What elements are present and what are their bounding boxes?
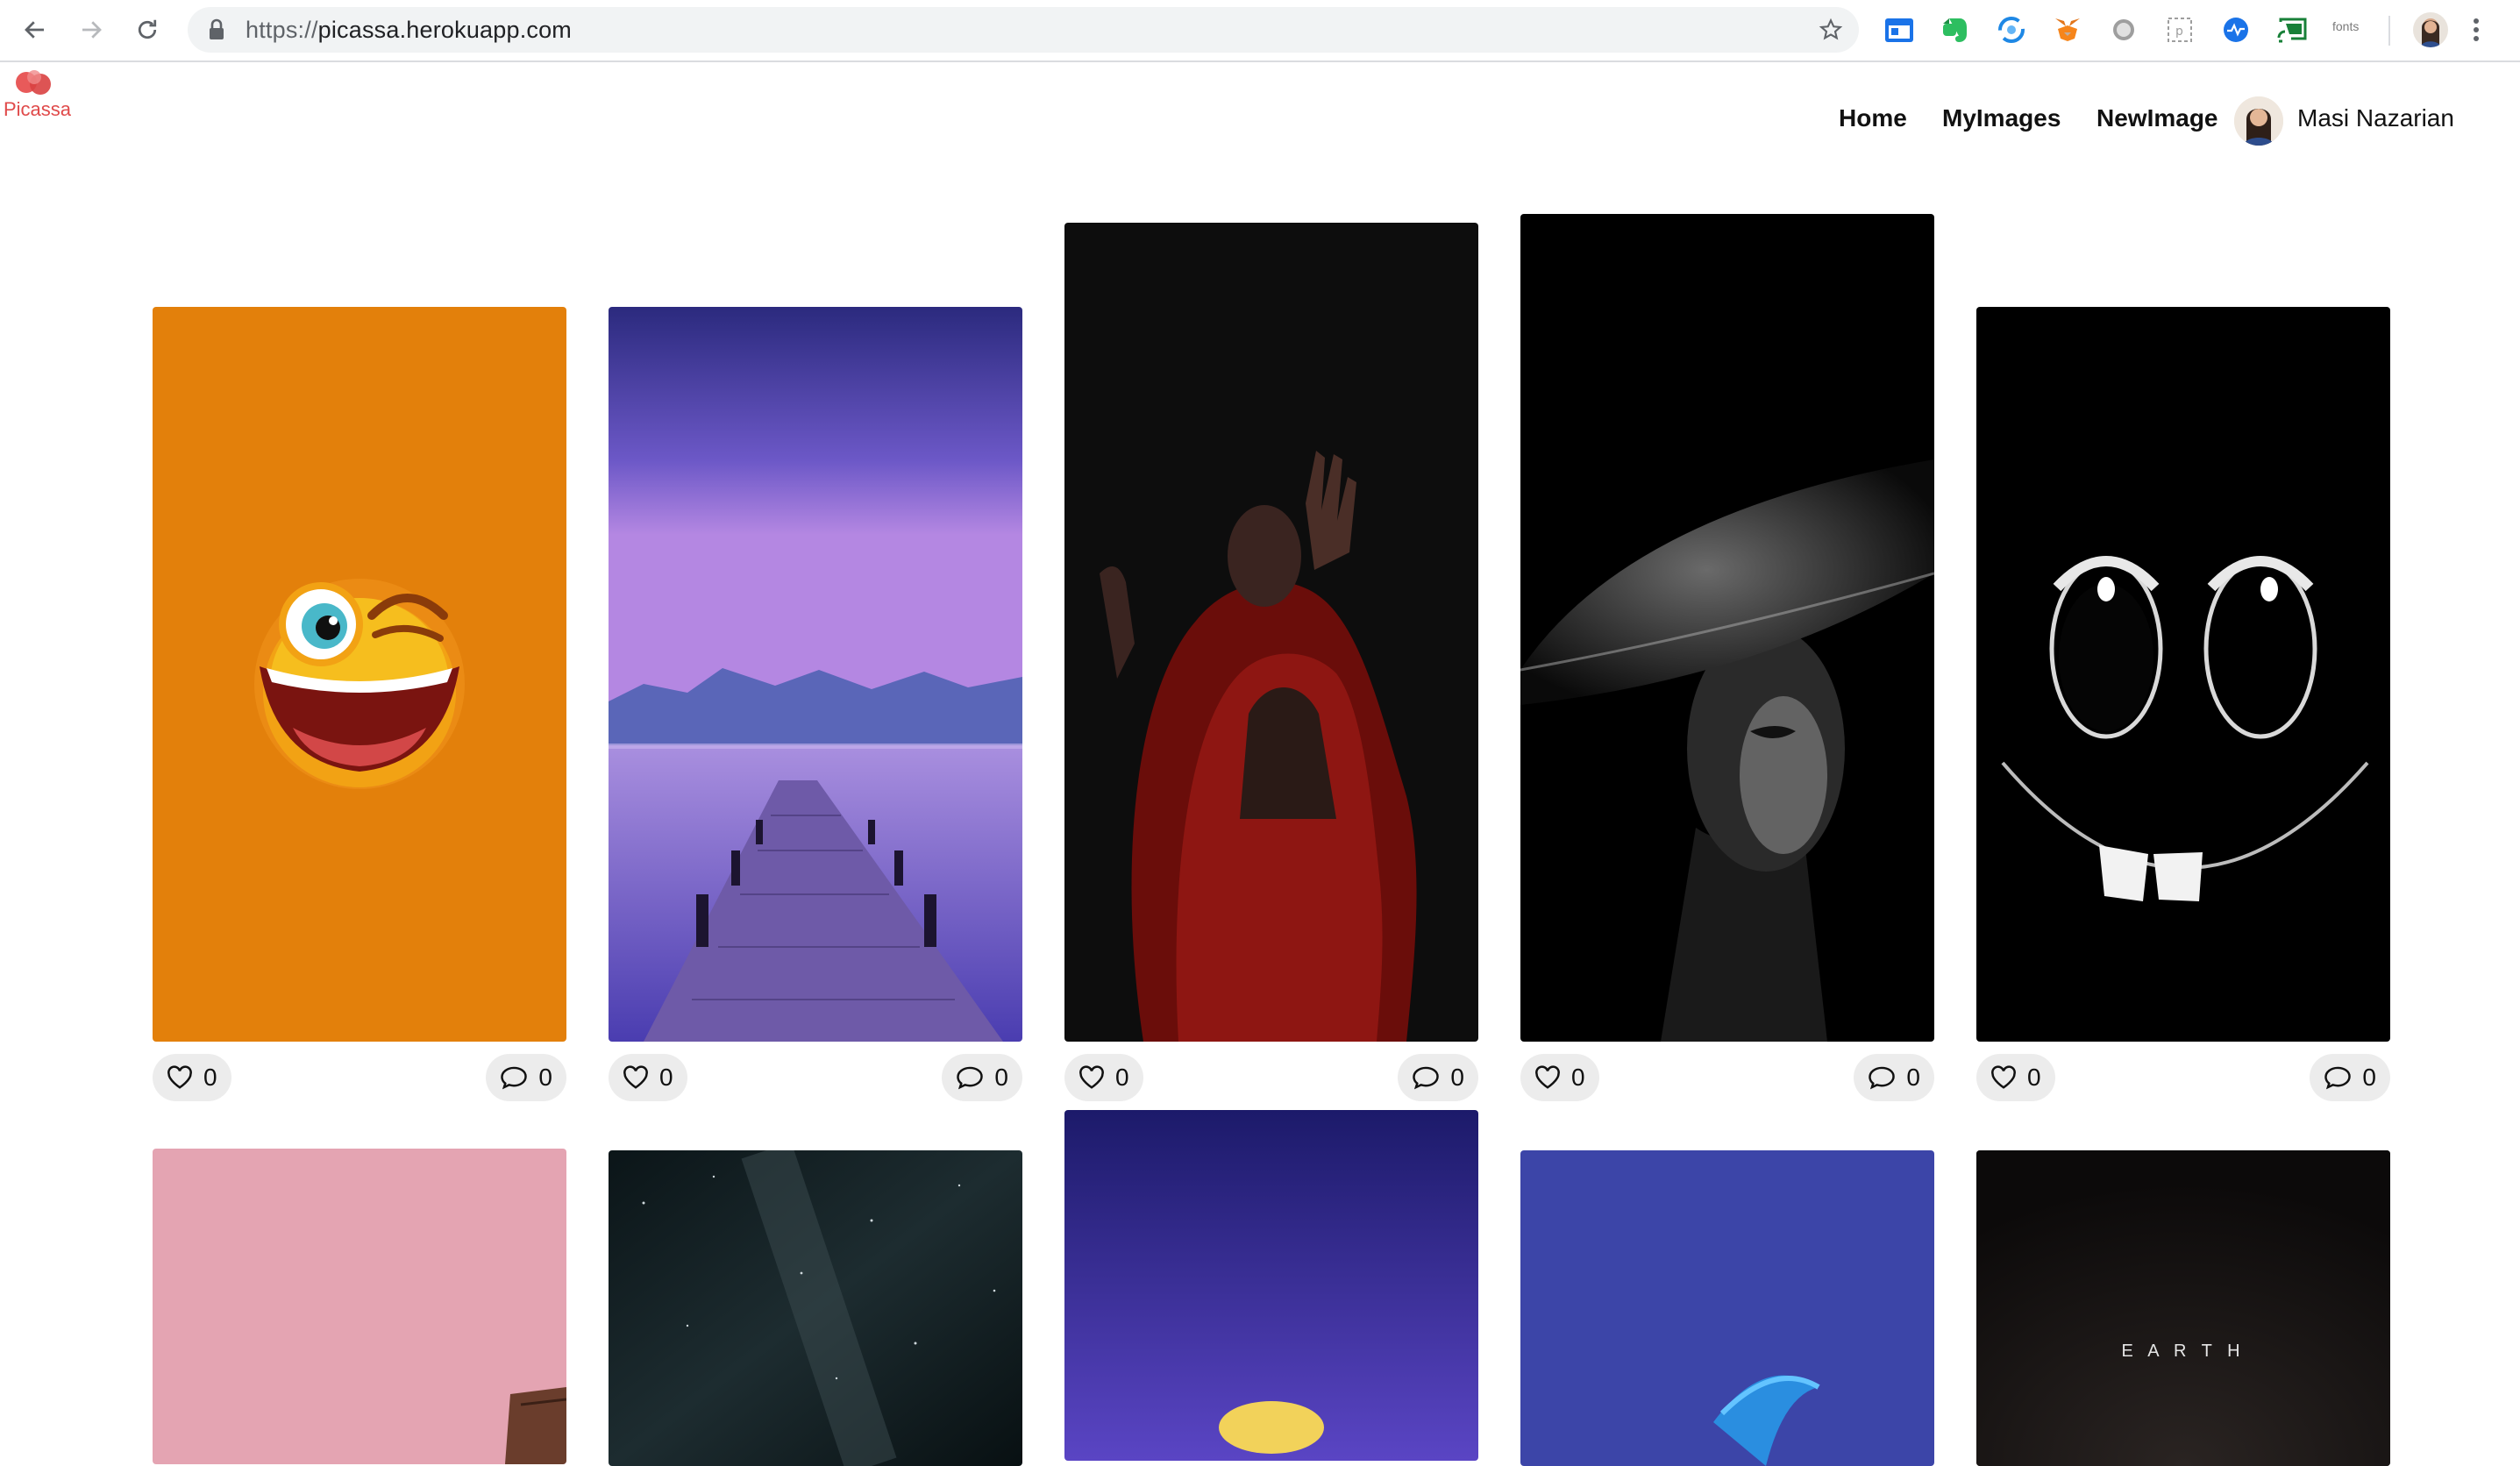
card-image[interactable] — [1520, 1150, 1934, 1466]
comment-icon — [1413, 1066, 1440, 1090]
comment-button[interactable]: 0 — [486, 1054, 566, 1101]
card-image[interactable]: E A R T H — [1976, 1150, 2390, 1466]
woman-red-hood-image — [1064, 223, 1478, 1042]
svg-text:p: p — [2175, 25, 2183, 39]
user-avatar[interactable] — [2234, 96, 2283, 146]
image-card: 0 0 — [1976, 307, 2390, 1101]
site-logo[interactable]: Picassa — [4, 68, 74, 123]
comment-icon — [957, 1066, 984, 1090]
earth-dark-image — [1976, 1150, 2390, 1466]
comment-count: 0 — [994, 1064, 1008, 1091]
comment-count: 0 — [1906, 1064, 1920, 1091]
bookmark-star-icon[interactable] — [1819, 18, 1843, 42]
image-card: 0 0 — [1520, 214, 1934, 1101]
card-image[interactable] — [1064, 1110, 1478, 1461]
like-count: 0 — [2027, 1064, 2041, 1091]
arrow-right-icon — [82, 21, 102, 39]
card-image[interactable] — [609, 307, 1022, 1042]
fonts-ext-label[interactable]: fonts — [2332, 19, 2360, 33]
nav-newimage-link[interactable]: NewImage — [2096, 104, 2218, 132]
browser-toolbar: https://picassa.herokuapp.com p fonts — [0, 0, 2520, 62]
reload-button[interactable] — [130, 12, 165, 47]
pink-wall-image — [153, 1149, 566, 1464]
comment-button[interactable]: 0 — [1398, 1054, 1478, 1101]
cast-ext-icon[interactable] — [2276, 14, 2308, 46]
comment-button[interactable]: 0 — [2310, 1054, 2390, 1101]
card-image[interactable] — [153, 307, 566, 1042]
comment-count: 0 — [1450, 1064, 1464, 1091]
back-button[interactable] — [18, 12, 53, 47]
image-card — [609, 1150, 1022, 1466]
like-count: 0 — [203, 1064, 217, 1091]
pier-lake-image — [609, 307, 1022, 1042]
arrow-left-icon — [25, 21, 44, 39]
user-name[interactable]: Masi Nazarian — [2297, 104, 2454, 132]
browser-menu-button[interactable] — [2469, 14, 2483, 50]
logo-text: Picassa — [4, 98, 72, 120]
lock-icon — [210, 18, 224, 39]
metamask-icon[interactable] — [2052, 14, 2083, 46]
like-button[interactable]: 0 — [1976, 1054, 2055, 1101]
cartoon-face-image — [1976, 307, 2390, 1042]
like-count: 0 — [1115, 1064, 1129, 1091]
calendar-ext-icon[interactable] — [1883, 14, 1915, 46]
evernote-icon[interactable] — [1940, 14, 1971, 46]
address-bar[interactable]: https://picassa.herokuapp.com — [188, 7, 1859, 53]
card-image[interactable] — [609, 1150, 1022, 1466]
like-count: 0 — [1571, 1064, 1585, 1091]
comment-count: 0 — [2362, 1064, 2376, 1091]
like-button[interactable]: 0 — [1064, 1054, 1143, 1101]
card-image[interactable] — [1520, 214, 1934, 1042]
heart-icon — [1991, 1065, 2016, 1089]
comment-count: 0 — [538, 1064, 552, 1091]
reload-icon — [138, 19, 157, 39]
comment-icon — [2324, 1066, 2352, 1090]
nav-myimages-link[interactable]: MyImages — [1942, 104, 2061, 132]
card-image[interactable] — [153, 1149, 566, 1464]
heart-icon — [167, 1065, 192, 1089]
nav-home-link[interactable]: Home — [1839, 104, 1907, 132]
pulse-ext-icon[interactable] — [2220, 14, 2252, 46]
image-card: E A R T H — [1976, 1150, 2390, 1466]
woman-black-hat-image — [1520, 214, 1934, 1042]
milky-way-image — [609, 1150, 1022, 1466]
comment-icon — [501, 1066, 528, 1090]
like-button[interactable]: 0 — [1520, 1054, 1599, 1101]
image-card: 0 0 — [609, 307, 1022, 1101]
like-count: 0 — [659, 1064, 673, 1091]
winking-emoji-image — [153, 307, 566, 1042]
earth-caption: E A R T H — [2121, 1341, 2246, 1361]
blue-abstract-image — [1520, 1150, 1934, 1466]
like-button[interactable]: 0 — [609, 1054, 687, 1101]
selection-ext-icon[interactable]: p — [2164, 14, 2196, 46]
like-button[interactable]: 0 — [153, 1054, 231, 1101]
image-card — [1520, 1150, 1934, 1466]
url-text: https://picassa.herokuapp.com — [246, 17, 573, 43]
browser-profile-avatar[interactable] — [2413, 12, 2448, 47]
heart-icon — [1535, 1065, 1560, 1089]
forward-button[interactable] — [74, 12, 109, 47]
image-card: 0 0 — [153, 307, 566, 1101]
image-card — [153, 1149, 566, 1464]
heart-icon — [623, 1065, 648, 1089]
circle-ext-icon[interactable] — [2108, 14, 2139, 46]
moon-purple-sky-image — [1064, 1110, 1478, 1461]
logo-icon — [16, 70, 51, 95]
toolbar-divider — [2388, 16, 2390, 46]
sync-ext-icon[interactable] — [1996, 14, 2027, 46]
image-card — [1064, 1110, 1478, 1461]
comment-button[interactable]: 0 — [942, 1054, 1022, 1101]
card-image[interactable] — [1976, 307, 2390, 1042]
image-card: 0 0 — [1064, 223, 1478, 1101]
kebab-menu-icon — [2474, 18, 2479, 41]
card-image[interactable] — [1064, 223, 1478, 1042]
comment-icon — [1869, 1066, 1896, 1090]
heart-icon — [1079, 1065, 1104, 1089]
comment-button[interactable]: 0 — [1854, 1054, 1934, 1101]
